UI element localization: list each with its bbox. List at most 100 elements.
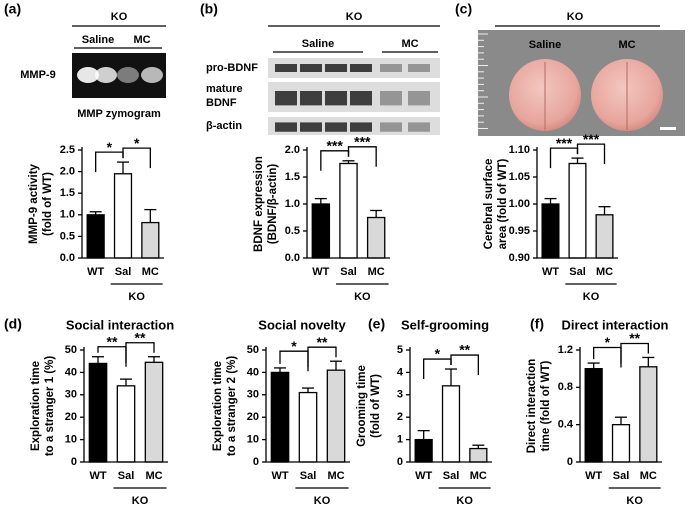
bar (88, 362, 108, 463)
chart-title: Social novelty (258, 317, 346, 332)
y-tick-label: 2 (397, 411, 403, 423)
axes (83, 347, 168, 463)
bar (144, 361, 164, 463)
group-label: KO (314, 495, 331, 507)
y-tick-label: 0.0 (60, 252, 75, 264)
y-tick-label: 0.8 (558, 381, 573, 393)
significance-label: * (605, 334, 611, 350)
x-tick-label: MC (470, 470, 487, 482)
y-tick-label: 2.0 (285, 144, 300, 156)
x-tick-label: WT (415, 470, 432, 482)
lane-label: Saline (529, 39, 561, 51)
y-tick-label: 50 (247, 344, 259, 356)
group-label: KO (111, 11, 128, 23)
blot-band (408, 122, 430, 132)
significance-bracket (593, 346, 622, 368)
bar (541, 203, 560, 259)
group-label: KO (346, 11, 363, 23)
blot-band (275, 91, 297, 106)
significance-label: * (435, 346, 441, 362)
group-label: KO (132, 495, 149, 507)
bar (116, 385, 136, 463)
y-axis-label: area (fold of WT) (497, 158, 509, 249)
bar (568, 162, 587, 259)
significance-label: ** (317, 334, 328, 350)
y-tick-label: 10 (247, 434, 259, 446)
y-axis-label: (fold of WT) (370, 374, 382, 438)
x-tick-label: Sal (613, 470, 630, 482)
blot-band (350, 64, 372, 72)
blot-band (300, 122, 322, 132)
significance-label: ** (629, 330, 640, 346)
y-tick-label: 3 (397, 389, 403, 401)
y-tick-label: 1.0 (285, 198, 300, 210)
blot-band (350, 122, 372, 132)
row-label: MMP-9 (20, 69, 55, 81)
significance-label: * (134, 135, 140, 151)
y-axis-label: to a stranger 1 (%) (44, 356, 56, 456)
blot-band (408, 91, 430, 106)
y-axis-label: (fold of WT) (42, 172, 54, 236)
significance-bracket (450, 354, 479, 376)
group-label: KO (456, 495, 473, 507)
significance-bracket (347, 146, 377, 167)
significance-label: ** (107, 333, 118, 349)
zymogram-band (95, 67, 117, 83)
axes (536, 147, 618, 259)
blot-band (380, 91, 402, 106)
y-tick-label: 40 (65, 366, 77, 378)
y-axis-label: (BDNF/β-actin) (267, 164, 279, 245)
blot-band (350, 91, 372, 106)
x-tick-label: Sal (115, 266, 132, 278)
significance-label: *** (354, 134, 371, 150)
y-axis-label: Exploration time (30, 361, 42, 451)
row-label: β-actin (206, 120, 242, 132)
y-tick-label: 30 (65, 389, 77, 401)
y-tick-label: 10 (65, 434, 77, 446)
y-axis-label: time (fold of WT) (540, 360, 552, 451)
y-tick-label: 0.5 (285, 225, 300, 237)
blot-band (408, 64, 430, 72)
y-axis-label: BDNF expression (253, 156, 265, 252)
blot-band (300, 91, 322, 106)
bar (141, 221, 160, 259)
axes (265, 347, 350, 463)
bar (339, 162, 358, 259)
x-tick-label: MC (368, 266, 385, 278)
blot-band (325, 64, 347, 72)
y-tick-label: 50 (65, 344, 77, 356)
y-tick-label: 20 (247, 411, 259, 423)
y-tick-label: 0 (71, 456, 77, 468)
y-axis-label: MMP-9 activity (28, 163, 40, 243)
group-label: KO (583, 291, 600, 303)
y-tick-label: 1.2 (558, 344, 573, 356)
chart-title: Self-grooming (401, 317, 489, 332)
panel-label: (d) (4, 316, 22, 332)
lane-label: Saline (82, 34, 114, 46)
zymogram-band (141, 67, 163, 83)
x-tick-label: Sal (569, 266, 586, 278)
y-tick-label: 0.95 (509, 225, 530, 237)
bar (270, 371, 290, 463)
x-tick-label: WT (542, 266, 559, 278)
significance-label: ** (135, 329, 146, 345)
scale-bar (660, 127, 676, 130)
y-tick-label: 1.5 (285, 171, 300, 183)
bar (298, 391, 318, 463)
chart-title: Direct interaction (562, 317, 669, 332)
y-tick-label: 0.90 (509, 252, 530, 264)
lane-label: MC (618, 39, 635, 51)
row-label: pro-BDNF (206, 62, 258, 74)
blot-band (380, 64, 402, 72)
y-tick-label: 1.10 (509, 144, 530, 156)
y-tick-label: 0 (567, 456, 573, 468)
significance-bracket (122, 147, 151, 169)
x-tick-label: WT (271, 470, 288, 482)
y-tick-label: 1.05 (509, 171, 530, 183)
y-tick-label: 2.5 (60, 144, 75, 156)
panel-label: (a) (4, 1, 21, 17)
axes (579, 347, 662, 463)
significance-bracket (307, 346, 337, 368)
y-tick-label: 5 (397, 344, 403, 356)
group-label: KO (354, 291, 371, 303)
